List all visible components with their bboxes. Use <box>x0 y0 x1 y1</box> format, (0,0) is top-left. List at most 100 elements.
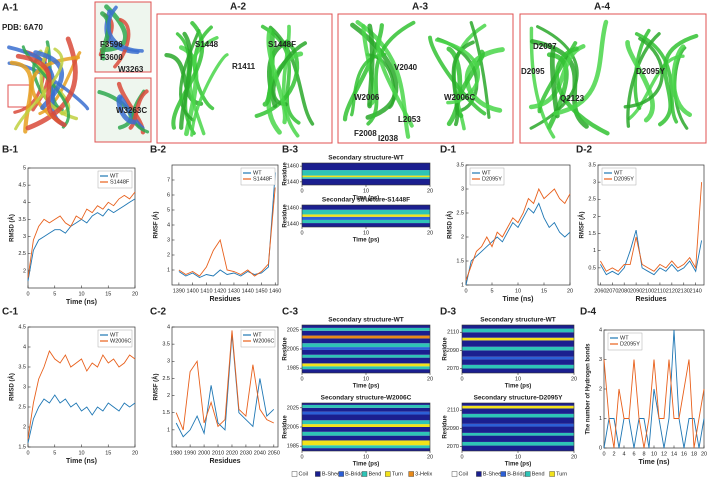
x-tick-label: 10 <box>363 188 369 194</box>
y-tick-label: 5 <box>167 207 170 213</box>
panel-label: A-1 <box>2 3 19 14</box>
y-tick-label: 2005 <box>287 346 299 352</box>
legend-swatch <box>501 472 506 477</box>
structure-band <box>302 355 430 358</box>
x-tick-label: 2070 <box>606 288 618 294</box>
y-tick-label: 1.5 <box>162 410 170 416</box>
x-tick-label: 18 <box>691 451 697 457</box>
y-axis-label: RMSF (Å) <box>153 374 160 401</box>
x-tick-label: 1410 <box>200 288 212 294</box>
x-axis-label: Time (ps) <box>353 384 380 390</box>
structure-band <box>302 325 430 328</box>
x-tick-label: 5 <box>490 288 493 294</box>
structure-band <box>302 420 430 424</box>
structure-band <box>302 343 430 347</box>
x-tick-label: 20 <box>427 454 433 460</box>
structure-band <box>302 363 430 366</box>
x-tick-label: 15 <box>105 291 111 297</box>
structure-band <box>302 336 430 339</box>
x-tick-label: 20 <box>427 376 433 382</box>
structure-band <box>302 366 430 369</box>
legend-swatch <box>385 472 390 477</box>
y-tick-label: 4 <box>23 200 26 206</box>
x-tick-label: 2 <box>612 451 615 457</box>
x-axis-label: Residues <box>635 296 666 303</box>
structure-band <box>302 205 430 210</box>
x-tick-label: 5 <box>53 450 56 456</box>
structure-band <box>302 176 430 178</box>
legend-label: D2095Y <box>482 176 502 182</box>
x-tick-label: 2040 <box>254 450 266 456</box>
structure-band <box>462 446 574 451</box>
y-tick-label: 2090 <box>447 426 459 432</box>
y-tick-label: 1985 <box>287 444 299 450</box>
structure-band <box>462 359 574 364</box>
legend-label: Coil <box>299 471 308 477</box>
x-axis-label: Time (ns) <box>66 299 97 306</box>
map-title: Secondary structure-WT <box>328 317 404 324</box>
y-tick-label: 2110 <box>447 408 459 414</box>
y-tick-label: 2 <box>461 234 464 240</box>
x-tick-label: 14 <box>671 451 677 457</box>
y-tick-label: 2070 <box>447 366 459 372</box>
y-tick-label: 1460 <box>287 164 299 170</box>
x-tick-label: 1990 <box>184 450 196 456</box>
x-tick-label: 8 <box>642 451 645 457</box>
x-tick-label: 2100 <box>642 288 654 294</box>
residue-label: S1448 <box>195 40 219 49</box>
legend-swatch <box>339 472 344 477</box>
residue-label: S1448F <box>268 40 296 49</box>
x-tick-label: 10 <box>363 230 369 236</box>
structure-band <box>462 427 574 433</box>
structure-band <box>302 424 430 427</box>
structure-band <box>462 350 574 356</box>
x-tick-label: 20 <box>701 451 707 457</box>
structure-band <box>302 328 430 331</box>
structure-band <box>302 338 430 343</box>
residue-label: D2095Y <box>636 67 666 76</box>
structure-band <box>462 368 574 373</box>
y-tick-label: 2.5 <box>18 404 26 410</box>
y-tick-label: 2 <box>599 386 602 392</box>
y-tick-label: 2 <box>23 268 26 274</box>
y-axis-label: Residue <box>283 415 289 439</box>
x-axis-label: Time (ns) <box>66 458 97 465</box>
structure-band <box>302 440 430 445</box>
legend-swatch <box>525 472 530 477</box>
residue-label: D2097 <box>533 42 557 51</box>
x-tick-label: 2110 <box>654 288 666 294</box>
y-tick-label: 2 <box>23 424 26 430</box>
residue-label: PDB: 6A70 <box>2 23 43 32</box>
structure-band <box>462 332 574 337</box>
y-axis-label: RMSF (Å) <box>153 212 160 239</box>
structure-band <box>302 350 430 355</box>
y-tick-label: 2.5 <box>456 210 464 216</box>
y-tick-label: 1.5 <box>456 258 464 264</box>
legend-swatch <box>476 472 481 477</box>
x-axis-label: Time (ps) <box>505 462 532 468</box>
map-title: Secondary structure-D2095Y <box>474 395 564 402</box>
y-tick-label: 4.5 <box>18 324 26 330</box>
y-tick-label: 1.5 <box>588 231 596 237</box>
structure-band <box>302 412 430 415</box>
y-tick-label: 3 <box>23 384 26 390</box>
x-tick-label: 0 <box>300 230 303 236</box>
structure-band <box>302 347 430 350</box>
x-tick-label: 2030 <box>240 450 252 456</box>
residue-label: L2053 <box>398 115 421 124</box>
residue-label: I2038 <box>378 134 399 143</box>
x-tick-label: 15 <box>105 450 111 456</box>
y-axis-label: RMSF (Å) <box>579 212 586 239</box>
y-tick-label: 1 <box>167 267 170 273</box>
y-tick-label: 3.5 <box>456 162 464 168</box>
y-axis-label: RMSD (Å) <box>9 214 16 242</box>
structure-band <box>462 338 574 341</box>
x-tick-label: 4 <box>622 451 625 457</box>
y-tick-label: 3.5 <box>162 342 170 348</box>
x-tick-label: 10 <box>515 376 521 382</box>
y-tick-label: 2005 <box>287 424 299 430</box>
y-tick-label: 3 <box>461 186 464 192</box>
y-tick-label: 3.5 <box>18 217 26 223</box>
y-tick-label: 2070 <box>447 444 459 450</box>
